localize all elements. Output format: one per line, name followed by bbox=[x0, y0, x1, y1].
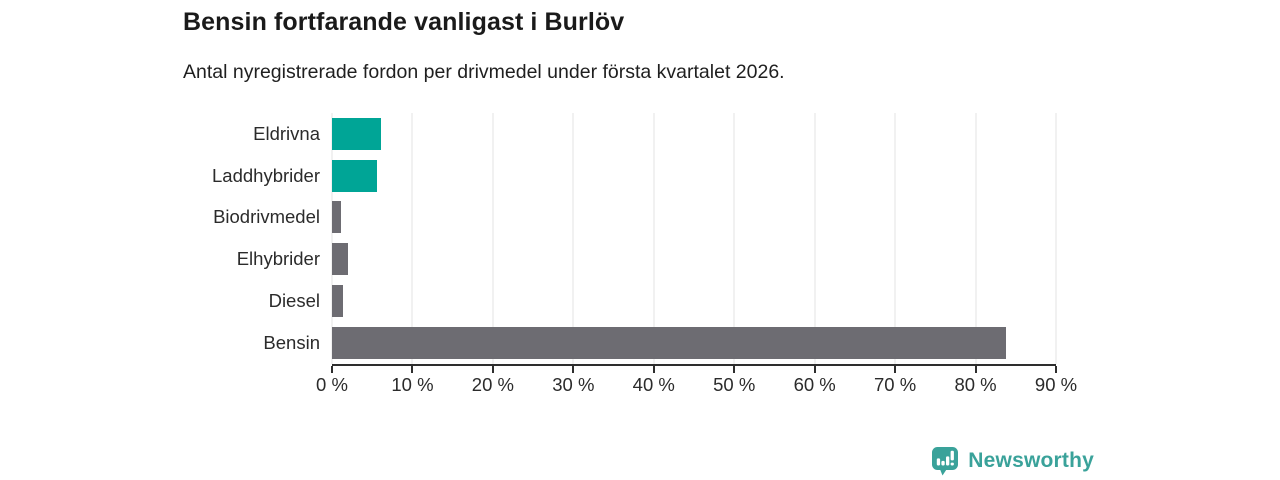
x-tick-label: 10 % bbox=[391, 374, 434, 395]
x-axis-tick bbox=[652, 366, 655, 373]
x-tick-label: 0 % bbox=[316, 374, 348, 395]
bar-row: Eldrivna bbox=[183, 113, 1063, 155]
bar-band bbox=[332, 238, 1056, 280]
gridline bbox=[331, 113, 333, 364]
x-axis-tick bbox=[411, 366, 414, 373]
bar-biodrivmedel bbox=[332, 201, 341, 234]
gridline bbox=[653, 113, 655, 364]
gridline bbox=[572, 113, 574, 364]
x-axis-tick bbox=[1055, 366, 1057, 373]
category-label: Diesel bbox=[268, 290, 320, 312]
gridline bbox=[975, 113, 977, 364]
gridline bbox=[411, 113, 413, 364]
newsworthy-logo[interactable]: Newsworthy bbox=[931, 446, 1094, 476]
x-tick-label: 20 % bbox=[471, 374, 514, 395]
bar-bensin bbox=[332, 326, 1007, 359]
x-tick-label: 30 % bbox=[552, 374, 595, 395]
x-axis-tick bbox=[491, 366, 494, 373]
bar-band bbox=[332, 280, 1056, 322]
category-label: Elhybrider bbox=[236, 248, 320, 270]
x-tick-label: 60 % bbox=[793, 374, 836, 395]
gridline bbox=[1055, 113, 1057, 364]
bar-elhybrider bbox=[332, 243, 349, 276]
x-axis-tick bbox=[331, 366, 333, 373]
chart-subtitle: Antal nyregistrerade fordon per drivmede… bbox=[183, 61, 785, 83]
x-tick-label: 90 % bbox=[1034, 374, 1078, 395]
x-axis-tick bbox=[572, 366, 575, 373]
x-tick-label: 70 % bbox=[874, 374, 917, 395]
x-tick-label: 80 % bbox=[954, 374, 997, 395]
bar-diesel bbox=[332, 285, 344, 318]
gridline bbox=[894, 113, 896, 364]
bar-laddhybrider bbox=[332, 159, 378, 192]
bar-band bbox=[332, 322, 1056, 364]
x-axis-tick bbox=[894, 366, 897, 373]
bar-row: Bensin bbox=[183, 322, 1063, 364]
chart-title: Bensin fortfarande vanligast i Burlöv bbox=[183, 8, 625, 36]
bar-band bbox=[332, 155, 1056, 197]
bar-row: Biodrivmedel bbox=[183, 197, 1063, 239]
newsworthy-icon bbox=[932, 447, 959, 476]
bar-band bbox=[332, 197, 1056, 239]
x-axis-tick bbox=[813, 366, 816, 373]
bar-chart: Eldrivna Laddhybrider Biodrivmedel Elhybrid… bbox=[183, 113, 1077, 403]
category-label: Biodrivmedel bbox=[213, 206, 320, 228]
bar-row: Elhybrider bbox=[183, 238, 1063, 280]
gridline bbox=[492, 113, 494, 364]
newsworthy-wordmark: Newsworthy bbox=[968, 449, 1094, 472]
category-label: Bensin bbox=[263, 331, 320, 353]
category-label: Eldrivna bbox=[253, 122, 320, 144]
gridline bbox=[814, 113, 816, 364]
gridlines bbox=[331, 113, 1057, 364]
x-axis-tick bbox=[974, 366, 977, 373]
category-label: Laddhybrider bbox=[212, 164, 320, 186]
x-axis-tick bbox=[733, 366, 736, 373]
x-axis bbox=[331, 364, 1057, 374]
chart-rows: Eldrivna Laddhybrider Biodrivmedel Elhybrid… bbox=[183, 113, 1063, 364]
x-tick-label: 40 % bbox=[632, 374, 675, 395]
x-tick-label: 50 % bbox=[713, 374, 756, 395]
x-tick-labels: 0 % 10 % 20 % 30 % 40 % 50 % 60 % 70 % 80 % 90 % bbox=[316, 374, 1077, 398]
gridline bbox=[733, 113, 735, 364]
bar-eldrivna bbox=[332, 117, 382, 150]
bar-row: Diesel bbox=[183, 280, 1063, 322]
bar-band bbox=[332, 113, 1056, 155]
bar-row: Laddhybrider bbox=[183, 155, 1063, 197]
